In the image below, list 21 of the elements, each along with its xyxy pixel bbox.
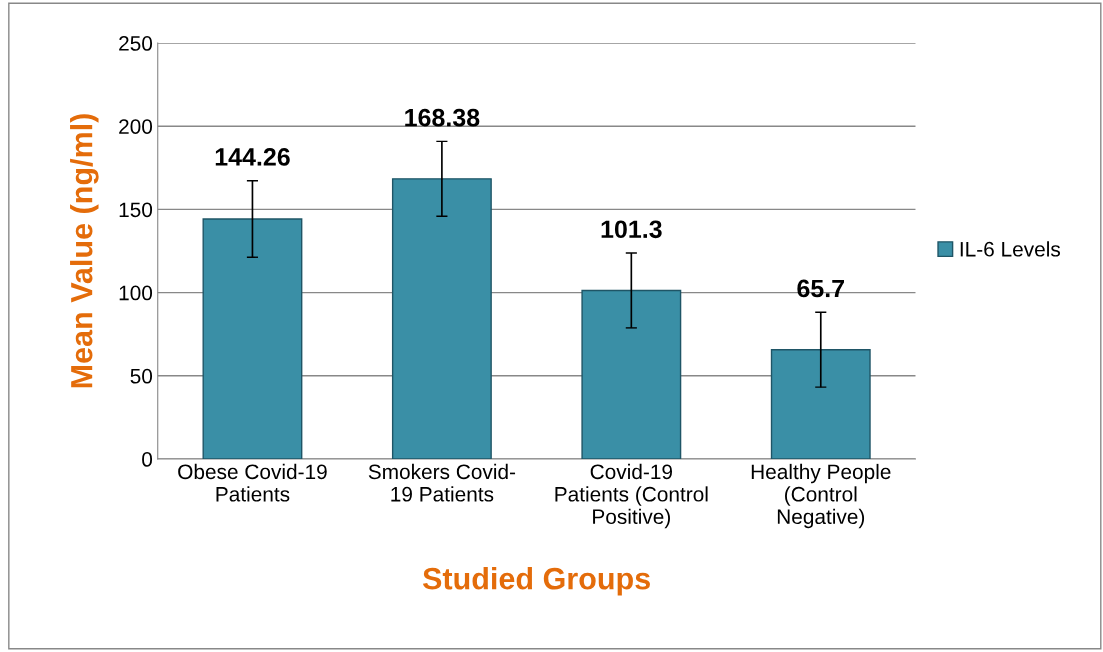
bar [391,178,492,460]
y-tick-label: 150 [119,202,153,218]
legend-label: IL-6 Levels [960,241,1061,257]
x-tick-label: Covid-19 Patients (Control Positive) [555,463,708,529]
data-label: 65.7 [797,279,844,298]
y-tick-label: 50 [130,368,153,384]
y-tick-label: 200 [119,119,153,134]
data-label: 101.3 [601,220,662,239]
x-tick-label: Obese Covid-19 Patients [178,463,327,502]
y-tick-label: 100 [119,285,153,301]
x-axis-title: Studied Groups [422,567,650,596]
bar [770,348,871,460]
x-tick-label: Healthy People (Control Negative) [751,463,891,529]
bar [581,289,682,460]
x-tick-label: Smokers Covid- 19 Patients [368,463,516,502]
data-label: 144.26 [215,148,290,166]
y-tick-label: 250 [119,36,153,51]
bar [202,218,303,460]
y-tick-label: 0 [142,452,153,467]
y-axis-title: Mean Value (ng/ml) [70,114,99,388]
data-label: 168.38 [405,108,480,127]
